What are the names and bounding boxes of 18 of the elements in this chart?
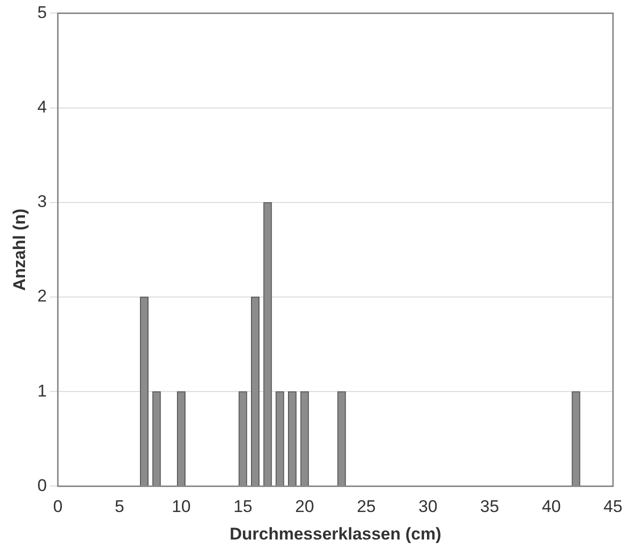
y-tick-label: 2 xyxy=(37,286,47,306)
y-tick-label: 5 xyxy=(37,2,47,22)
y-tick-label: 4 xyxy=(37,97,47,116)
x-tick-label: 25 xyxy=(356,497,376,516)
y-tick-label: 0 xyxy=(37,476,47,495)
x-tick-label: 40 xyxy=(542,497,561,516)
x-tick-label: 20 xyxy=(295,497,314,516)
y-tick-label: 1 xyxy=(37,381,47,400)
y-tick-label: 3 xyxy=(37,192,47,212)
x-tick-label: 10 xyxy=(172,497,191,516)
x-tick-label: 0 xyxy=(53,497,63,516)
y-axis-title: Anzahl (n) xyxy=(10,208,29,291)
x-tick-label: 5 xyxy=(114,497,124,516)
x-tick-label: 15 xyxy=(233,497,252,516)
x-tick-label: 35 xyxy=(480,497,500,516)
x-tick-label: 45 xyxy=(604,497,622,516)
x-axis-title: Durchmesserklassen (cm) xyxy=(230,524,442,544)
x-tick-label: 30 xyxy=(418,497,438,516)
